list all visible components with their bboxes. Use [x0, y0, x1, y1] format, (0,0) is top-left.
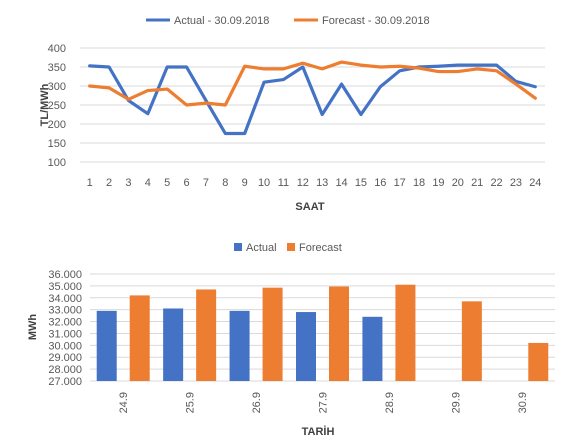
line-chart-x-axis-title: SAAT [295, 201, 324, 213]
bar-forecast [329, 286, 349, 381]
line-chart-x-tick-label: 11 [278, 177, 289, 189]
bar-chart-x-tick-label: 25.9 [185, 392, 197, 413]
line-chart-x-tick-label: 21 [471, 177, 483, 189]
bar-chart-y-tick-label: 36.000 [48, 269, 82, 281]
line-chart-x-tick-label: 8 [222, 177, 228, 189]
bar-chart-x-tick-label: 30.9 [517, 392, 529, 413]
line-chart-series [88, 60, 537, 136]
line-chart: Actual - 30.09.2018 Forecast - 30.09.201… [39, 15, 545, 213]
line-chart-x-tick-label: 17 [394, 177, 406, 189]
line-chart-x-tick-label: 12 [297, 177, 309, 189]
bar-forecast [528, 342, 549, 381]
bar-forecast [129, 295, 150, 381]
bar-chart-x-tick-label: 24.9 [118, 392, 130, 413]
line-chart-x-tick-label: 16 [374, 177, 386, 189]
bar-chart-y-tick-label: 34.000 [48, 293, 82, 305]
bar-chart-y-tick-label: 30.000 [48, 340, 82, 352]
bar-actual [229, 310, 250, 381]
line-chart-x-tick-label: 10 [258, 177, 270, 189]
line-chart-x-tick-label: 6 [184, 177, 190, 189]
legend-swatch-actual-bar [234, 243, 242, 251]
bar-chart: Actual Forecast 27.00028.00029.00030.000… [27, 242, 555, 438]
line-chart-x-tick-label: 9 [242, 177, 248, 189]
line-chart-y-tick-label: 150 [48, 138, 66, 150]
bar-chart-x-ticks: 24.9 25.9 26.9 27.9 28.9 29.9 30.9 [118, 392, 529, 413]
bar-actual [163, 308, 184, 381]
line-chart-y-tick-label: 400 [48, 43, 66, 55]
bar-chart-x-tick-label: 28.9 [384, 392, 396, 413]
bar-chart-x-tick-label: 26.9 [251, 392, 263, 413]
line-chart-x-tick-label: 5 [164, 177, 170, 189]
line-chart-y-tick-label: 100 [48, 157, 66, 169]
bar-chart-y-tick-label: 27.000 [48, 376, 82, 388]
legend-label-actual: Actual - 30.09.2018 [174, 15, 269, 27]
legend-swatch-forecast-bar [287, 243, 295, 251]
bar-chart-y-tick-label: 32.000 [48, 317, 82, 329]
bar-forecast [196, 289, 217, 381]
line-chart-gridlines [80, 47, 545, 163]
bar-actual [362, 316, 383, 381]
line-chart-x-tick-label: 1 [87, 177, 93, 189]
bar-actual [296, 312, 316, 381]
line-chart-x-tick-label: 2 [106, 177, 112, 189]
line-chart-x-tick-label: 23 [510, 177, 522, 189]
bar-chart-y-axis-title: MWh [27, 314, 39, 341]
line-chart-y-axis-title: TL/MWh [39, 83, 51, 126]
bar-chart-y-tick-label: 35.000 [48, 281, 82, 293]
line-chart-x-tick-label: 3 [125, 177, 131, 189]
line-chart-y-ticks: 100 150 200 250 300 350 400 [48, 43, 66, 169]
line-chart-x-tick-label: 4 [145, 177, 151, 189]
line-chart-y-tick-label: 300 [48, 81, 66, 93]
line-chart-x-tick-label: 18 [413, 177, 425, 189]
legend-label-forecast: Forecast - 30.09.2018 [322, 15, 430, 27]
bar-chart-y-tick-label: 31.000 [48, 328, 82, 340]
bar-actual [96, 310, 117, 381]
line-chart-legend: Actual - 30.09.2018 Forecast - 30.09.201… [146, 15, 430, 27]
line-series-actual [88, 63, 537, 136]
line-series-forecast [88, 60, 537, 107]
bar-chart-gridlines [90, 273, 555, 382]
bar-chart-y-ticks: 27.00028.00029.00030.00031.00032.00033.0… [48, 269, 82, 388]
bar-forecast [395, 284, 416, 381]
bar-chart-x-tick-label: 27.9 [318, 392, 330, 413]
line-chart-x-tick-label: 19 [432, 177, 444, 189]
bar-chart-x-axis-title: TARİH [302, 425, 335, 438]
line-chart-y-tick-label: 350 [48, 62, 66, 74]
line-chart-x-tick-label: 20 [452, 177, 464, 189]
bar-chart-bars [96, 284, 549, 381]
bar-forecast [461, 301, 482, 381]
line-chart-x-tick-label: 14 [335, 177, 347, 189]
bar-chart-y-tick-label: 28.000 [48, 364, 82, 376]
line-chart-x-tick-label: 22 [490, 177, 502, 189]
line-chart-y-tick-label: 200 [48, 119, 66, 131]
bar-forecast [262, 287, 283, 381]
line-chart-x-tick-label: 15 [355, 177, 367, 189]
legend-label-forecast-bar: Forecast [299, 242, 342, 254]
line-chart-x-ticks: 1 2 3 4 5 6 7 8 9 10 11 12 13 14 15 16 17 18 19 20 21 22 23 24 [87, 177, 542, 189]
bar-chart-y-tick-label: 33.000 [48, 305, 82, 317]
line-chart-x-tick-label: 24 [529, 177, 541, 189]
bar-chart-legend: Actual Forecast [234, 242, 342, 254]
legend-label-actual-bar: Actual [246, 242, 277, 254]
line-chart-x-tick-label: 7 [203, 177, 209, 189]
line-chart-x-tick-label: 13 [316, 177, 328, 189]
line-chart-y-tick-label: 250 [48, 100, 66, 112]
bar-chart-y-tick-label: 29.000 [48, 352, 82, 364]
bar-chart-x-tick-label: 29.9 [450, 392, 462, 413]
